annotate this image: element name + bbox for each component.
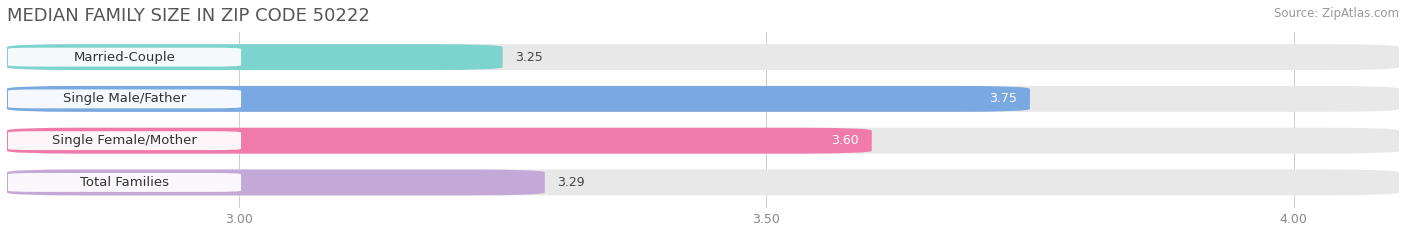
FancyBboxPatch shape: [7, 86, 1031, 112]
Text: MEDIAN FAMILY SIZE IN ZIP CODE 50222: MEDIAN FAMILY SIZE IN ZIP CODE 50222: [7, 7, 370, 25]
Text: 3.60: 3.60: [831, 134, 859, 147]
Text: Source: ZipAtlas.com: Source: ZipAtlas.com: [1274, 7, 1399, 20]
Text: 3.29: 3.29: [557, 176, 585, 189]
Text: 3.25: 3.25: [515, 51, 543, 64]
FancyBboxPatch shape: [8, 173, 240, 192]
FancyBboxPatch shape: [7, 44, 502, 70]
FancyBboxPatch shape: [7, 128, 1399, 154]
Text: Single Female/Mother: Single Female/Mother: [52, 134, 197, 147]
Text: Total Families: Total Families: [80, 176, 169, 189]
Text: Single Male/Father: Single Male/Father: [63, 93, 186, 105]
FancyBboxPatch shape: [8, 131, 240, 150]
FancyBboxPatch shape: [7, 169, 1399, 195]
Text: 3.75: 3.75: [990, 93, 1018, 105]
FancyBboxPatch shape: [8, 89, 240, 108]
FancyBboxPatch shape: [7, 169, 544, 195]
FancyBboxPatch shape: [8, 48, 240, 67]
FancyBboxPatch shape: [7, 128, 872, 154]
Text: Married-Couple: Married-Couple: [73, 51, 176, 64]
FancyBboxPatch shape: [7, 86, 1399, 112]
FancyBboxPatch shape: [7, 44, 1399, 70]
